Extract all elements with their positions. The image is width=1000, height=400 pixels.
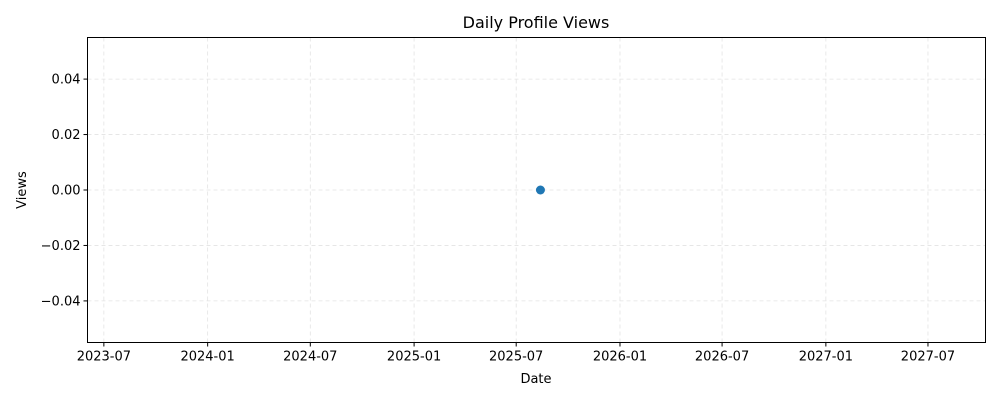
x-tick-label: 2026-07 [695,350,749,365]
x-tick-label: 2026-01 [593,350,647,365]
y-axis: −0.04 −0.02 0.00 0.02 0.04 [41,73,88,309]
x-tick-label: 2027-07 [901,350,955,365]
x-tick-label: 2023-07 [77,350,131,365]
y-axis-label: Views [15,171,30,209]
data-points [535,185,545,195]
x-axis-label: Date [520,372,551,387]
y-tick-label: 0.04 [52,73,81,88]
x-axis: 2023-07 2024-01 2024-07 2025-01 2025-07 2026-… [77,342,955,365]
x-tick-label: 2025-07 [489,350,543,365]
data-point [535,185,545,195]
x-tick-label: 2024-01 [180,350,234,365]
y-tick-label: −0.02 [41,239,81,254]
x-tick-label: 2025-01 [387,350,441,365]
y-tick-label: 0.00 [52,184,81,199]
y-tick-label: 0.02 [52,128,81,143]
grid [87,37,986,343]
x-tick-label: 2024-07 [283,350,337,365]
chart-title: Daily Profile Views [463,13,610,32]
x-tick-label: 2027-01 [799,350,853,365]
y-tick-label: −0.04 [41,294,81,309]
